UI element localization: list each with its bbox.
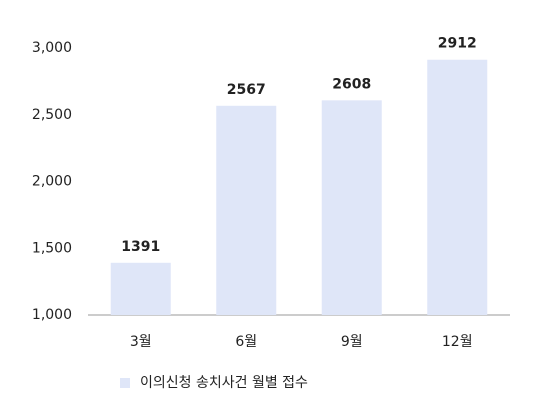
x-tick-label: 12월 — [442, 334, 473, 350]
y-tick-label: 2,500 — [32, 107, 72, 123]
legend-swatch — [120, 378, 130, 388]
x-tick-label: 3월 — [130, 334, 152, 350]
value-label: 2567 — [227, 82, 266, 98]
bar — [321, 100, 382, 315]
legend-label: 이의신청 송치사건 월별 접수 — [140, 375, 308, 391]
bar — [110, 262, 171, 315]
bar — [216, 105, 277, 315]
y-tick-label: 1,000 — [32, 307, 72, 323]
value-label: 2608 — [332, 76, 371, 92]
y-tick-label: 1,500 — [32, 240, 72, 256]
value-label: 2912 — [438, 36, 477, 52]
bar — [427, 59, 488, 315]
x-tick-label: 6월 — [235, 334, 257, 350]
x-tick-label: 9월 — [341, 334, 363, 350]
y-tick-label: 3,000 — [32, 40, 72, 56]
value-label: 1391 — [121, 239, 160, 255]
y-tick-label: 2,000 — [32, 174, 72, 190]
